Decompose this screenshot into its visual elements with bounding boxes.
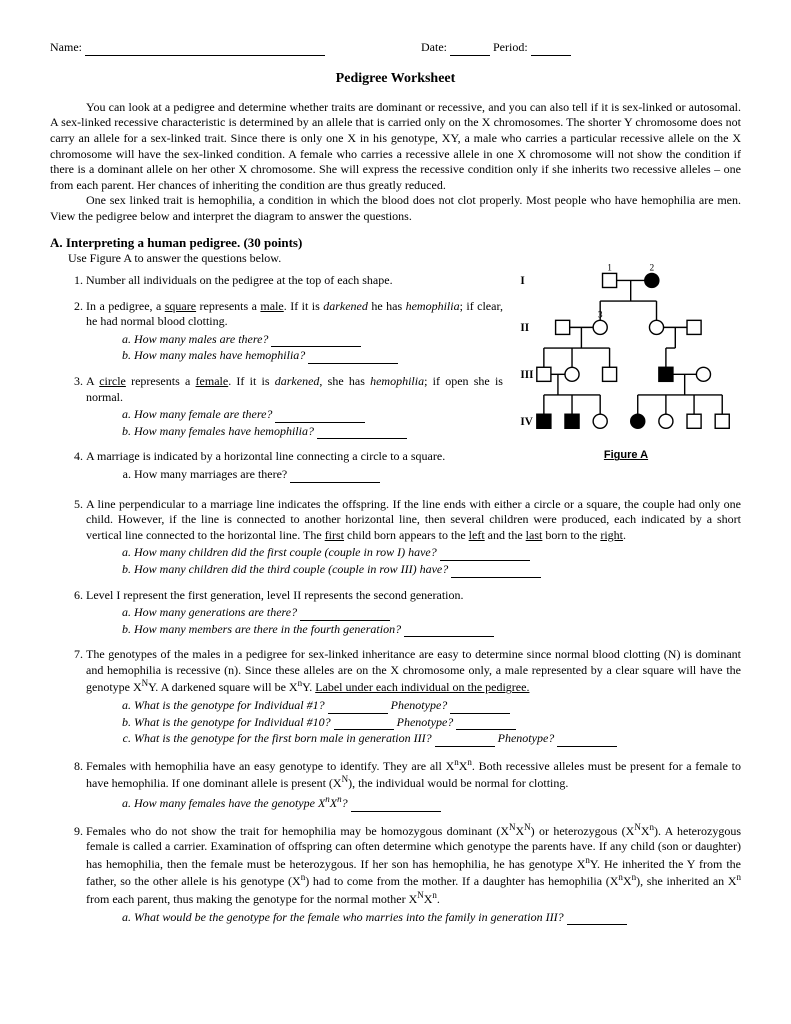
q6b: How many members are there in the fourth…	[134, 622, 741, 638]
q1: Number all individuals on the pedigree a…	[86, 273, 503, 289]
intro-p1: You can look at a pedigree and determine…	[50, 100, 741, 194]
svg-text:III: III	[520, 369, 533, 381]
date-label: Date:	[421, 40, 447, 54]
svg-text:II: II	[520, 323, 529, 335]
intro-p2: One sex linked trait is hemophilia, a co…	[50, 193, 741, 224]
section-a-heading: A. Interpreting a human pedigree. (30 po…	[50, 235, 741, 252]
q8a: How many females have the genotype XnXn?	[134, 794, 741, 812]
q2a: How many males are there?	[134, 332, 503, 348]
svg-text:3: 3	[598, 311, 603, 321]
worksheet-title: Pedigree Worksheet	[50, 70, 741, 88]
q5a: How many children did the first couple (…	[134, 545, 741, 561]
q7: The genotypes of the males in a pedigree…	[86, 647, 741, 747]
q2b: How many males have hemophilia?	[134, 348, 503, 364]
date-blank[interactable]	[450, 55, 490, 56]
header-line: Name: Date: Period:	[50, 40, 741, 56]
questions-list-bottom: A line perpendicular to a marriage line …	[68, 497, 741, 926]
period-label: Period:	[493, 40, 528, 54]
q2: In a pedigree, a square represents a mal…	[86, 299, 503, 364]
questions-list-top: Number all individuals on the pedigree a…	[68, 273, 503, 483]
name-label: Name:	[50, 40, 82, 54]
q9a: What would be the genotype for the femal…	[134, 910, 741, 926]
pedigree-figure: 123IIIIIIIV Figure A	[511, 251, 741, 462]
svg-text:1: 1	[607, 264, 612, 274]
period-blank[interactable]	[531, 55, 571, 56]
svg-text:2: 2	[649, 264, 654, 274]
name-blank[interactable]	[85, 55, 325, 56]
q7a: What is the genotype for Individual #1? …	[134, 698, 741, 714]
q6a: How many generations are there?	[134, 605, 741, 621]
q6: Level I represent the first generation, …	[86, 588, 741, 638]
q7b: What is the genotype for Individual #10?…	[134, 715, 741, 731]
q9: Females who do not show the trait for he…	[86, 822, 741, 926]
figure-label: Figure A	[511, 448, 741, 462]
svg-text:IV: IV	[520, 416, 533, 428]
q4: A marriage is indicated by a horizontal …	[86, 449, 503, 482]
q5b: How many children did the third couple (…	[134, 562, 741, 578]
svg-text:I: I	[520, 276, 524, 288]
q7c: What is the genotype for the first born …	[134, 731, 741, 747]
q4a: How many marriages are there?	[134, 467, 503, 483]
q3b: How many females have hemophilia?	[134, 424, 503, 440]
q5: A line perpendicular to a marriage line …	[86, 497, 741, 578]
section-a-instruction: Use Figure A to answer the questions bel…	[68, 251, 503, 267]
q3a: How many female are there?	[134, 407, 503, 423]
intro-paragraphs: You can look at a pedigree and determine…	[50, 100, 741, 225]
q3: A circle represents a female. If it is d…	[86, 374, 503, 439]
q8: Females with hemophilia have an easy gen…	[86, 757, 741, 812]
